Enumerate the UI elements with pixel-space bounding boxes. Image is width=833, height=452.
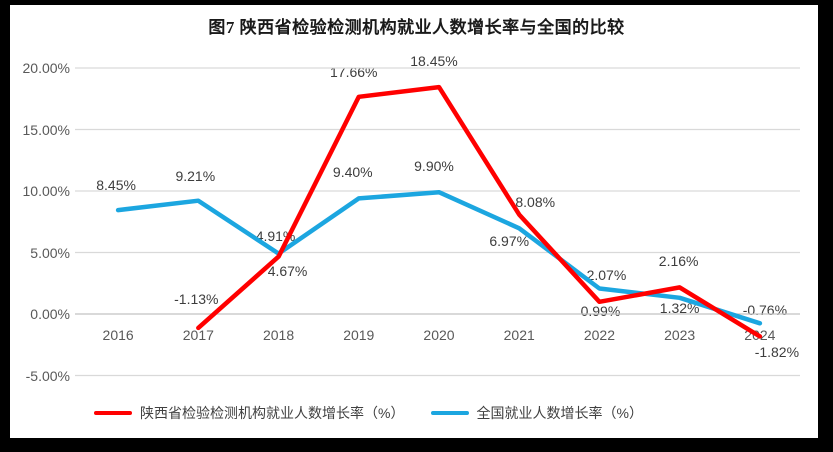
legend-line-icon	[94, 411, 133, 415]
data-label: 9.21%	[175, 167, 216, 184]
legend-label: 全国就业人数增长率（%）	[476, 405, 643, 421]
series-line-1	[115, 189, 763, 326]
data-label: -1.82%	[754, 344, 800, 361]
y-axis-tick: 0.00%	[30, 306, 70, 322]
legend-label: 陕西省检验检测机构就业人数增长率（%）	[140, 405, 405, 421]
data-label: 18.45%	[410, 53, 458, 70]
data-label: 9.40%	[332, 164, 373, 181]
data-label: 2.16%	[658, 253, 699, 270]
x-axis-label: 2017	[182, 327, 214, 343]
legend-item-1: 全国就业人数增长率（%）	[430, 403, 643, 423]
data-label: 8.08%	[515, 193, 556, 210]
x-axis-label: 2022	[583, 327, 616, 343]
data-label: 4.67%	[267, 262, 308, 279]
y-axis-tick: -5.00%	[25, 367, 70, 384]
x-axis-label: 2018	[262, 327, 295, 343]
series-line-0	[196, 84, 763, 339]
data-label: 1.32%	[659, 299, 700, 316]
x-axis-label: 2021	[503, 327, 535, 343]
data-label: 2.07%	[586, 266, 627, 283]
x-axis-label: 2020	[423, 327, 455, 343]
data-label: 9.90%	[414, 158, 454, 175]
data-label: 6.97%	[489, 233, 530, 250]
x-axis-label: 2019	[343, 327, 375, 343]
y-axis-tick: 20.00%	[22, 60, 70, 76]
x-axis-label: 2023	[664, 327, 696, 343]
chart-canvas	[10, 5, 818, 438]
y-axis-tick: 5.00%	[30, 244, 70, 261]
legend: 陕西省检验检测机构就业人数增长率（%） 全国就业人数增长率（%）	[0, 403, 785, 423]
y-axis-tick: 10.00%	[22, 183, 70, 199]
data-label: 0.99%	[580, 302, 621, 319]
legend-line-icon	[430, 411, 469, 415]
legend-item-0: 陕西省检验检测机构就业人数增长率（%）	[94, 403, 405, 423]
x-axis-label: 2016	[102, 327, 134, 343]
y-axis-tick: 15.00%	[22, 121, 70, 138]
data-label: 8.45%	[96, 177, 136, 194]
data-label: -1.13%	[174, 290, 219, 307]
chart-title: 图7 陕西省检验检测机构就业人数增长率与全国的比较	[208, 18, 625, 37]
